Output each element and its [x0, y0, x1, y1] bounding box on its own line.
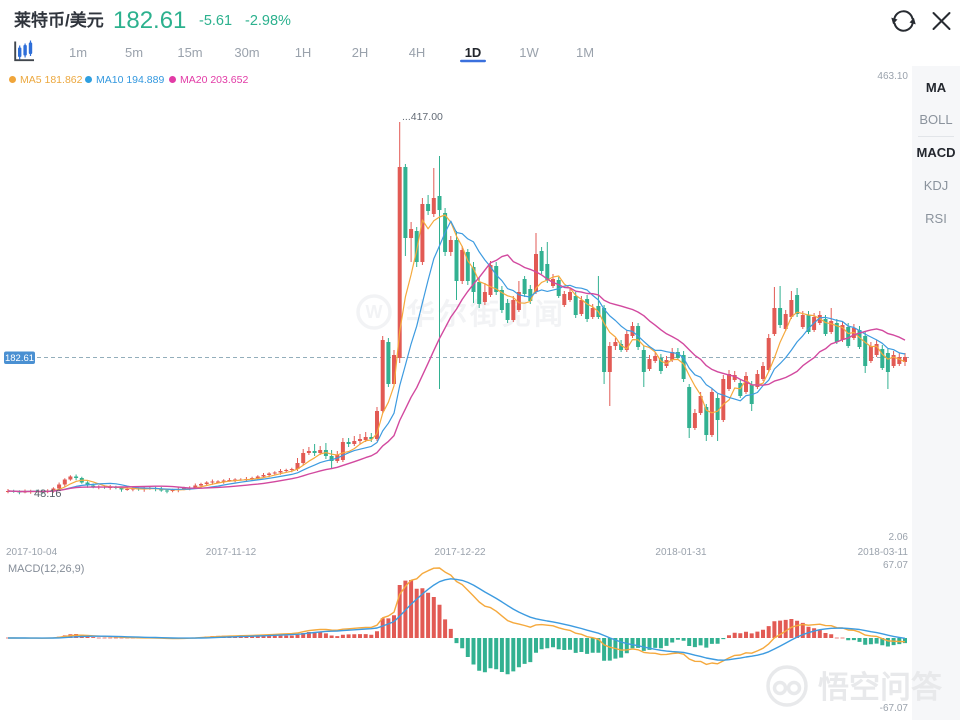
svg-text:KDJ: KDJ [924, 178, 949, 193]
svg-text:MA: MA [926, 80, 947, 95]
svg-text:MA20 203.652: MA20 203.652 [180, 74, 248, 86]
svg-text:182.61: 182.61 [5, 353, 34, 364]
svg-text:-67.07: -67.07 [880, 703, 909, 714]
svg-text:30m: 30m [234, 45, 259, 60]
svg-text:1H: 1H [295, 45, 312, 60]
svg-text:悟空问答: 悟空问答 [818, 670, 943, 705]
svg-text:2018-03-11: 2018-03-11 [858, 547, 909, 558]
svg-text:182.61: 182.61 [113, 7, 186, 34]
svg-text:2017-10-04: 2017-10-04 [6, 547, 58, 558]
svg-text:67.07: 67.07 [883, 560, 908, 571]
svg-text:-2.98%: -2.98% [245, 13, 291, 29]
svg-text:...417.00: ...417.00 [402, 111, 443, 123]
svg-text:15m: 15m [177, 45, 202, 60]
svg-text:463.10: 463.10 [877, 71, 908, 82]
svg-text:MACD(12,26,9): MACD(12,26,9) [8, 563, 84, 575]
svg-text:2.06: 2.06 [889, 532, 909, 543]
svg-text:2H: 2H [352, 45, 369, 60]
svg-text:48.16: 48.16 [34, 488, 62, 500]
svg-text:4H: 4H [409, 45, 426, 60]
svg-text:1m: 1m [69, 45, 87, 60]
svg-text:华尔街见闻: 华尔街见闻 [406, 297, 566, 331]
svg-text:W: W [366, 302, 383, 322]
svg-text:BOLL: BOLL [919, 112, 952, 127]
svg-text:-5.61: -5.61 [199, 13, 232, 29]
svg-text:1D: 1D [465, 45, 482, 60]
svg-text:莱特币/美元: 莱特币/美元 [14, 10, 104, 30]
svg-text:2018-01-31: 2018-01-31 [655, 547, 707, 558]
svg-text:2017-11-12: 2017-11-12 [206, 547, 257, 558]
svg-text:MA10 194.889: MA10 194.889 [96, 74, 164, 86]
svg-text:5m: 5m [125, 45, 143, 60]
svg-text:1W: 1W [519, 45, 539, 60]
svg-text:MACD: MACD [917, 145, 956, 160]
svg-text:1M: 1M [576, 45, 594, 60]
svg-text:2017-12-22: 2017-12-22 [434, 547, 486, 558]
svg-text:RSI: RSI [925, 211, 947, 226]
svg-text:MA5 181.862: MA5 181.862 [20, 74, 83, 86]
